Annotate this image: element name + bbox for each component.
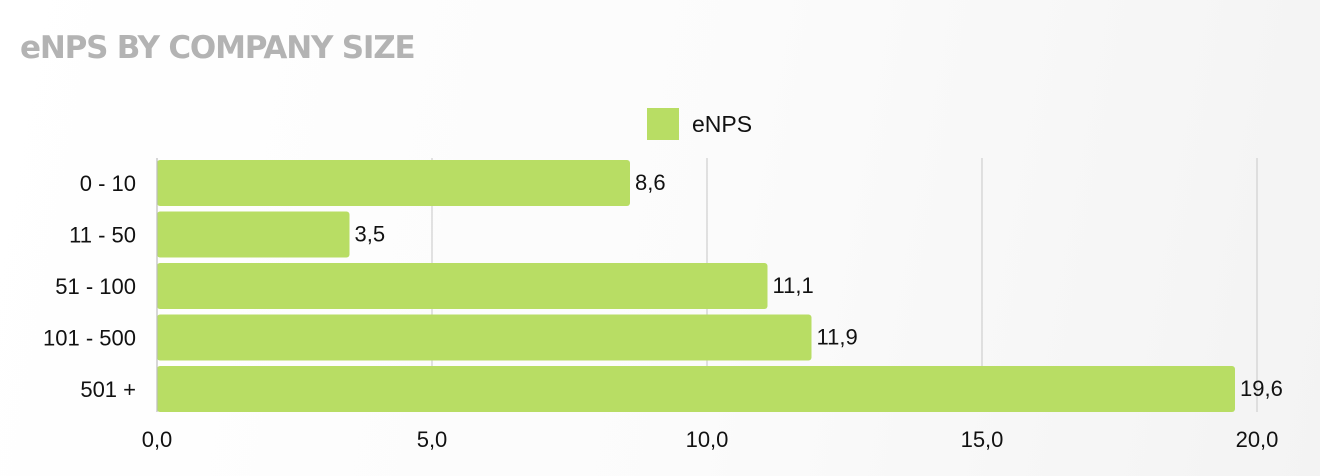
x-tick-label: 20,0	[1236, 427, 1279, 452]
bar	[157, 160, 630, 206]
category-label: 51 - 100	[55, 274, 136, 299]
bar	[157, 211, 350, 258]
chart-title: eNPS BY COMPANY SIZE	[20, 30, 416, 66]
category-label: 101 - 500	[43, 326, 136, 351]
category-labels: 0 - 10 11 - 50 51 - 100 101 - 500 501 +	[43, 171, 136, 402]
category-label: 11 - 50	[69, 223, 136, 248]
category-label: 501 +	[80, 377, 136, 402]
bar-value-label: 11,1	[773, 273, 814, 298]
chart-legend: eNPS	[647, 108, 752, 140]
category-label: 0 - 10	[80, 171, 136, 196]
bar	[157, 263, 768, 309]
x-tick-label: 5,0	[417, 427, 448, 452]
x-tick-label: 0,0	[142, 427, 173, 452]
x-tick-label: 10,0	[686, 427, 729, 452]
bar-value-label: 11,9	[817, 325, 858, 350]
x-tick-labels: 0,0 5,0 10,0 15,0 20,0	[142, 427, 1279, 452]
x-tick-label: 15,0	[961, 427, 1004, 452]
bar	[157, 366, 1235, 412]
bars	[157, 160, 1235, 412]
bar	[157, 314, 812, 361]
legend-swatch	[647, 108, 679, 140]
bar-value-label: 8,6	[635, 170, 666, 195]
bar-value-label: 19,6	[1240, 376, 1283, 401]
legend-label: eNPS	[692, 110, 753, 137]
bar-value-label: 3,5	[355, 222, 386, 247]
value-labels: 8,6 3,5 11,1 11,9 19,6	[355, 170, 1283, 401]
